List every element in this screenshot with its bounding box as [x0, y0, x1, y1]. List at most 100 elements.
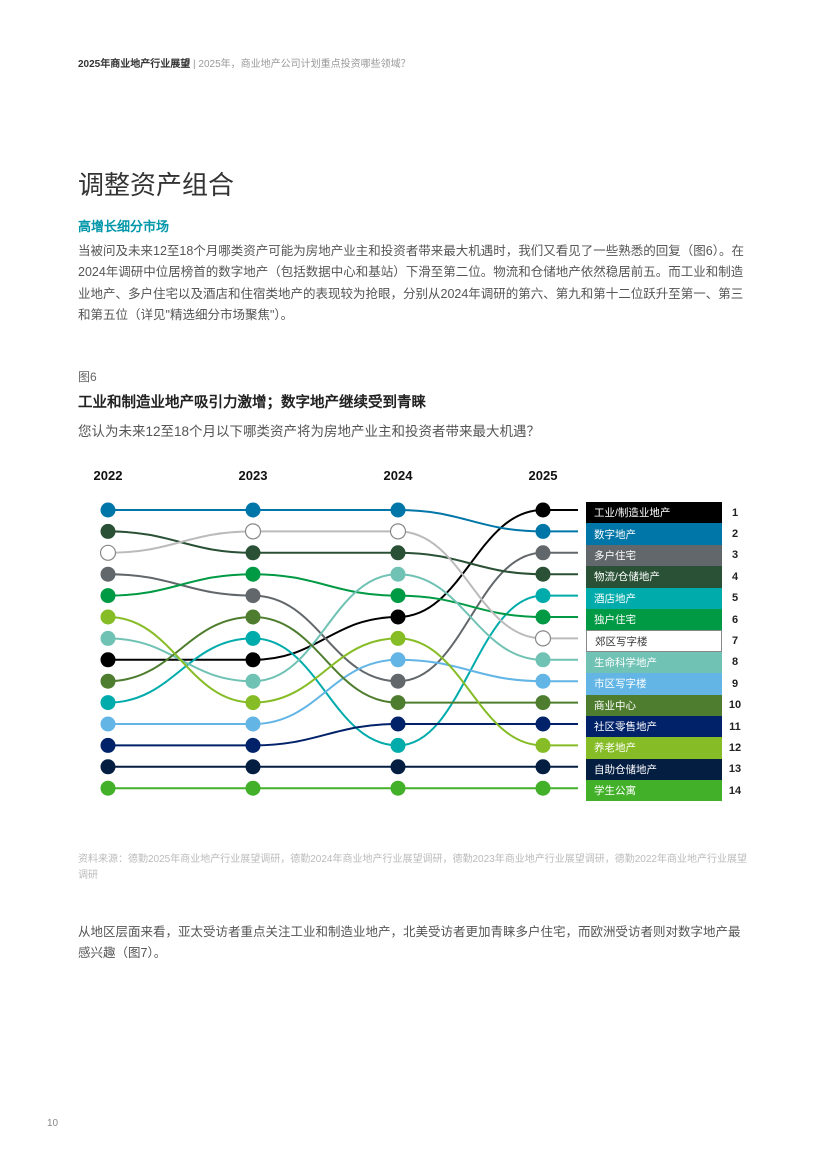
legend-item: 工业/制造业地产1	[586, 502, 748, 523]
series-dot	[246, 524, 261, 539]
legend-item: 郊区写字楼7	[586, 630, 748, 651]
section-title: 调整资产组合	[78, 165, 749, 202]
series-dot	[246, 695, 261, 710]
series-dot	[101, 674, 116, 689]
series-dot	[101, 738, 116, 753]
legend-rank: 8	[722, 656, 748, 668]
series-dot	[101, 588, 116, 603]
legend-label: 酒店地产	[586, 588, 722, 609]
legend-column: 工业/制造业地产1数字地产2多户住宅3物流/仓储地产4酒店地产5独户住宅6郊区写…	[586, 502, 748, 801]
series-dot	[246, 759, 261, 774]
legend-rank: 6	[722, 614, 748, 626]
series-dot	[101, 717, 116, 732]
series-dot	[391, 588, 406, 603]
section-subtitle: 高增长细分市场	[78, 216, 749, 235]
legend-label: 社区零售地产	[586, 716, 722, 737]
page-number: 10	[47, 1118, 58, 1129]
figure-source: 资料来源：德勤2025年商业地产行业展望调研，德勤2024年商业地产行业展望调研…	[78, 852, 749, 884]
series-dot	[536, 674, 551, 689]
series-dot	[536, 759, 551, 774]
legend-label: 市区写字楼	[586, 673, 722, 694]
legend-item: 养老地产12	[586, 737, 748, 758]
legend-item: 数字地产2	[586, 523, 748, 544]
legend-item: 自助仓储地产13	[586, 759, 748, 780]
series-line	[108, 724, 578, 745]
legend-item: 商业中心10	[586, 695, 748, 716]
legend-label: 郊区写字楼	[586, 630, 722, 651]
series-dot	[246, 738, 261, 753]
legend-item: 市区写字楼9	[586, 673, 748, 694]
legend-rank: 2	[722, 528, 748, 540]
legend-label: 多户住宅	[586, 545, 722, 566]
series-dot	[391, 631, 406, 646]
series-dot	[246, 717, 261, 732]
series-dot	[246, 545, 261, 560]
header-rest: 2025年，商业地产公司计划重点投资哪些领域？	[198, 59, 410, 70]
legend-label: 自助仓储地产	[586, 759, 722, 780]
series-dot	[101, 567, 116, 582]
series-dot	[246, 588, 261, 603]
legend-label: 物流/仓储地产	[586, 566, 722, 587]
series-dot	[536, 717, 551, 732]
legend-rank: 10	[722, 699, 748, 711]
series-dot	[101, 695, 116, 710]
series-dot	[101, 503, 116, 518]
chart-svg	[78, 468, 578, 838]
series-dot	[536, 545, 551, 560]
series-dot	[391, 738, 406, 753]
body-paragraph-2: 从地区层面来看，亚太受访者重点关注工业和制造业地产，北美受访者更加青睐多户住宅，…	[78, 922, 749, 965]
series-dot	[246, 503, 261, 518]
series-dot	[536, 567, 551, 582]
series-dot	[536, 738, 551, 753]
legend-rank: 9	[722, 678, 748, 690]
series-dot	[101, 781, 116, 796]
series-dot	[101, 524, 116, 539]
series-dot	[391, 674, 406, 689]
series-dot	[101, 631, 116, 646]
figure-title: 工业和制造业地产吸引力激增；数字地产继续受到青睐	[78, 391, 749, 412]
figure-subtitle: 您认为未来12至18个月以下哪类资产将为房地产业主和投资者带来最大机遇？	[78, 420, 749, 440]
series-dot	[246, 781, 261, 796]
series-dot	[101, 652, 116, 667]
series-dot	[246, 631, 261, 646]
legend-rank: 5	[722, 592, 748, 604]
series-dot	[536, 652, 551, 667]
series-dot	[391, 567, 406, 582]
figure-label: 图6	[78, 368, 749, 385]
series-line	[108, 617, 578, 745]
series-dot	[536, 631, 551, 646]
series-dot	[246, 567, 261, 582]
legend-rank: 3	[722, 549, 748, 561]
series-dot	[536, 503, 551, 518]
series-dot	[391, 503, 406, 518]
series-dot	[391, 524, 406, 539]
series-dot	[536, 588, 551, 603]
series-line	[108, 574, 578, 617]
series-dot	[246, 652, 261, 667]
legend-rank: 12	[722, 742, 748, 754]
legend-label: 学生公寓	[586, 780, 722, 801]
legend-item: 多户住宅3	[586, 545, 748, 566]
legend-rank: 1	[722, 507, 748, 519]
bump-chart: 2022202320242025 工业/制造业地产1数字地产2多户住宅3物流/仓…	[78, 468, 748, 838]
header-bold: 2025年商业地产行业展望	[78, 59, 190, 70]
legend-item: 学生公寓14	[586, 780, 748, 801]
legend-label: 工业/制造业地产	[586, 502, 722, 523]
series-dot	[101, 759, 116, 774]
legend-label: 商业中心	[586, 695, 722, 716]
legend-rank: 11	[722, 721, 748, 733]
series-line	[108, 510, 578, 531]
series-line	[108, 596, 578, 746]
legend-rank: 7	[722, 635, 748, 647]
legend-label: 数字地产	[586, 523, 722, 544]
legend-item: 独户住宅6	[586, 609, 748, 630]
series-dot	[101, 545, 116, 560]
legend-label: 养老地产	[586, 737, 722, 758]
series-dot	[391, 652, 406, 667]
series-dot	[536, 695, 551, 710]
legend-item: 物流/仓储地产4	[586, 566, 748, 587]
page-header: 2025年商业地产行业展望 | 2025年，商业地产公司计划重点投资哪些领域？	[78, 55, 749, 70]
series-dot	[391, 610, 406, 625]
series-dot	[391, 695, 406, 710]
legend-rank: 13	[722, 763, 748, 775]
